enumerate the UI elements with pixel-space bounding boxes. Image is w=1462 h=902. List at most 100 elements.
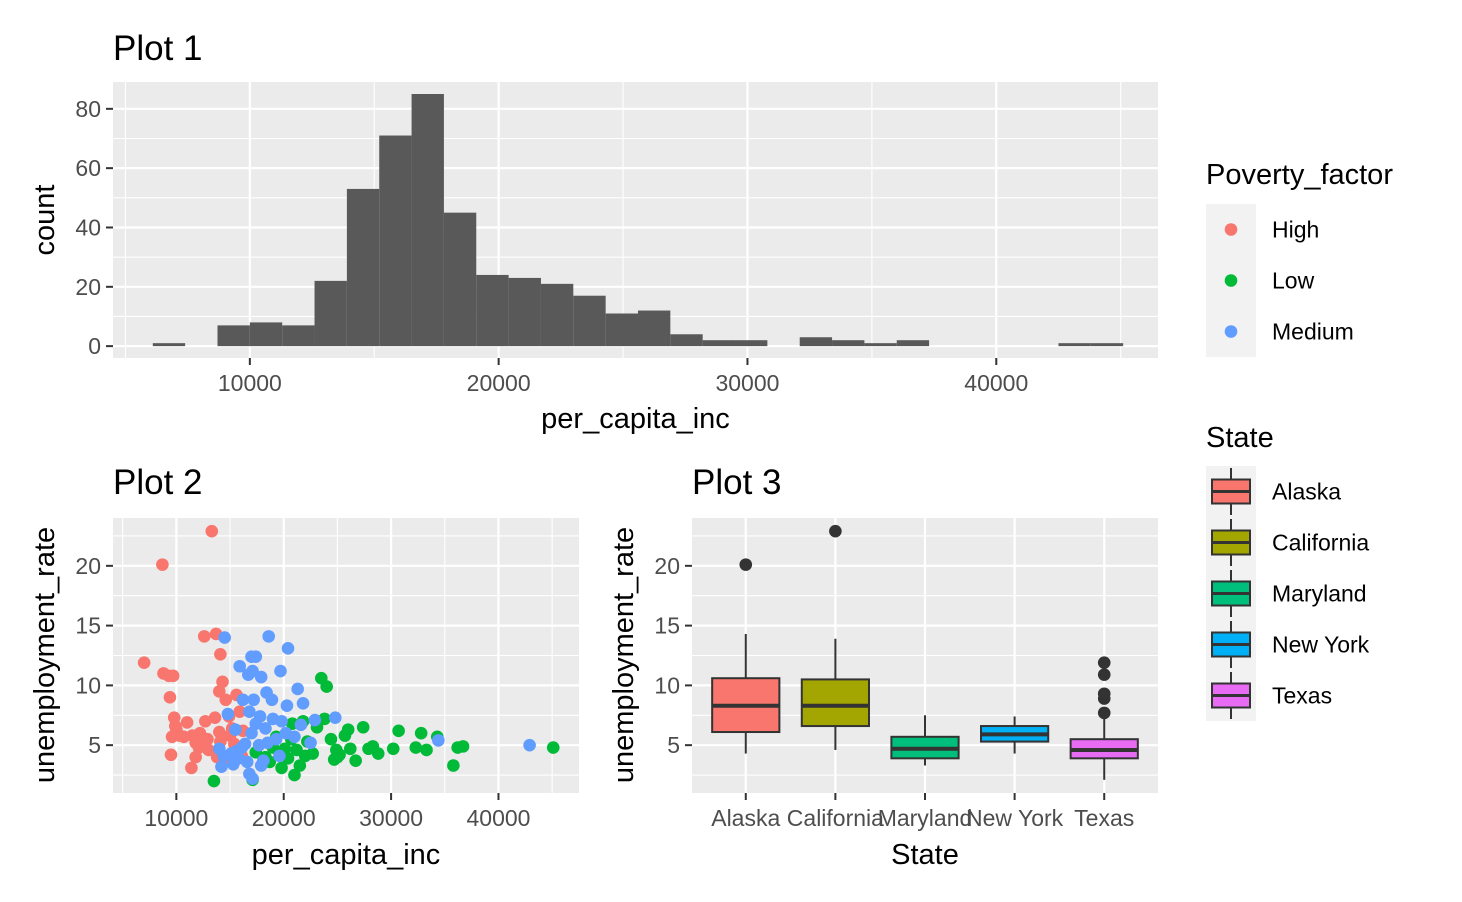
box-maryland: [890, 715, 960, 766]
scatter-point: [243, 705, 256, 718]
scatter-point: [275, 714, 288, 728]
plot1-panel: [113, 82, 1158, 358]
scatter-point: [166, 669, 180, 683]
histogram-bar: [702, 340, 736, 347]
box-california: [800, 524, 870, 750]
scatter-point: [291, 682, 304, 696]
histogram-bar: [605, 313, 638, 347]
histogram-bar: [637, 310, 671, 347]
scatter-point: [226, 758, 240, 771]
scatter-point: [249, 717, 263, 730]
plot3-boxes: [711, 524, 1139, 780]
box-new-york: [980, 716, 1050, 754]
scatter-point: [274, 664, 287, 678]
scatter-point: [245, 726, 258, 740]
scatter-point: [201, 732, 214, 746]
legend-key-dot: [1224, 223, 1238, 236]
scatter-point: [205, 524, 219, 538]
plot1-histogram: Plot 1 0 20 40 60 80 10000 20000 30000 40000 per…: [29, 29, 1158, 435]
histogram-bar: [249, 322, 283, 347]
scatter-point: [409, 741, 423, 754]
y-tick-label: 20: [654, 553, 680, 579]
scatter-series-medium: [212, 630, 536, 785]
plot2-scatter: Plot 2 5 10 15 20 10000 20000 30000 40000 per_c…: [29, 463, 579, 871]
x-tick-label: 30000: [715, 370, 779, 396]
scatter-point: [185, 761, 198, 775]
histogram-bar: [217, 325, 250, 347]
scatter-point: [546, 741, 560, 754]
histogram-bar: [896, 340, 930, 347]
y-tick-label: 80: [75, 96, 101, 122]
scatter-point: [386, 742, 400, 756]
y-tick-label: 15: [654, 613, 680, 639]
plot1-axes: 0 20 40 60 80 10000 20000 30000 40000: [75, 96, 1028, 396]
y-tick-label: 20: [75, 553, 101, 579]
legend-state: State Alaska California Maryland New York Te…: [1206, 422, 1370, 721]
plot1-y-axis-title: count: [29, 185, 61, 256]
x-tick-label: 10000: [218, 370, 282, 396]
box-outlier: [1097, 656, 1111, 669]
plot2-y-axis-title: unemployment_rate: [29, 527, 61, 783]
scatter-point: [318, 712, 331, 726]
legend-label: Medium: [1272, 319, 1354, 345]
scatter-point: [207, 774, 221, 788]
scatter-point: [164, 748, 178, 762]
y-tick-label: 5: [667, 732, 680, 758]
scatter-point: [343, 742, 357, 756]
legend-key-dot: [1224, 274, 1238, 287]
plot1-bars: [152, 94, 1124, 347]
histogram-bar: [573, 295, 606, 347]
x-tick-label: Alaska: [711, 805, 780, 831]
histogram-bar: [864, 343, 897, 347]
scatter-point: [290, 743, 303, 757]
histogram-bar: [832, 340, 865, 347]
scatter-point: [221, 707, 235, 721]
histogram-bar: [314, 280, 347, 347]
legend-label: Texas: [1272, 683, 1332, 709]
y-tick-label: 5: [88, 732, 101, 758]
scatter-point: [275, 761, 288, 775]
scatter-point: [262, 630, 275, 643]
y-tick-label: 60: [75, 155, 101, 181]
x-tick-label: 20000: [252, 805, 316, 831]
y-tick-label: 20: [75, 274, 101, 300]
plot3-title: Plot 3: [692, 463, 782, 502]
scatter-point: [294, 718, 308, 732]
legend-poverty-factor: Poverty_factor High Low Medium: [1206, 159, 1393, 357]
scatter-point: [265, 693, 279, 707]
legend-label: Maryland: [1272, 581, 1367, 607]
x-tick-label: 10000: [144, 805, 208, 831]
scatter-point: [212, 685, 226, 698]
plot1-title: Plot 1: [113, 29, 203, 68]
legend-poverty-title: Poverty_factor: [1206, 159, 1393, 191]
histogram-bar: [735, 340, 768, 347]
histogram-bar: [152, 343, 186, 347]
scatter-point: [523, 738, 536, 752]
scatter-point: [273, 749, 286, 763]
scatter-point: [163, 691, 177, 704]
legend-label: Low: [1272, 268, 1315, 294]
scatter-point: [156, 558, 169, 571]
scatter-point: [192, 741, 206, 754]
scatter-point: [414, 726, 428, 740]
scatter-point: [246, 772, 259, 785]
histogram-bar: [508, 277, 541, 347]
box-body: [800, 678, 870, 728]
scatter-point: [327, 753, 341, 766]
scatter-point: [371, 747, 385, 760]
box-outlier: [1097, 706, 1111, 720]
x-tick-label: Maryland: [878, 805, 973, 831]
box-outlier: [829, 524, 842, 538]
scatter-point: [233, 705, 247, 718]
scatter-point: [236, 693, 250, 707]
box-outlier: [1097, 687, 1111, 701]
legend-label: New York: [1272, 632, 1370, 658]
y-tick-label: 10: [654, 672, 680, 698]
scatter-point: [137, 656, 151, 669]
scatter-point: [281, 642, 295, 655]
plot3-boxplot: Plot 3 5 10 15 20 Alaska CaliforniaMarylandNe…: [608, 463, 1158, 871]
scatter-point: [324, 732, 338, 746]
legend-state-items: Alaska California Maryland New York Texas: [1206, 466, 1370, 721]
